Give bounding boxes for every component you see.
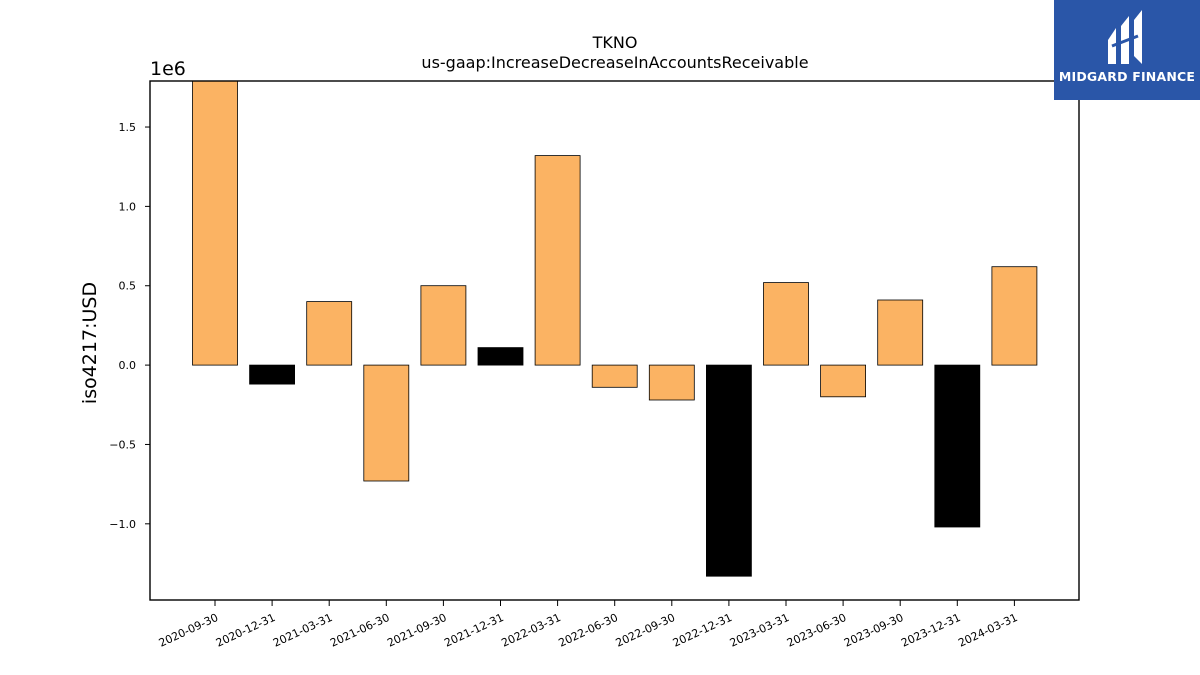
x-tick-label: 2022-03-31 [499,611,562,650]
bar-2023-06-30 [820,364,866,398]
bar-2022-12-31 [706,364,752,577]
y-tick-label: 0.5 [119,280,137,293]
x-tick-label: 2020-12-31 [214,611,277,650]
x-tick-label: 2020-09-30 [157,611,220,650]
y-tick-label: −0.5 [109,438,136,451]
bar-2023-12-31 [934,364,981,528]
y-tick-label: 0.0 [119,359,137,372]
x-tick-label: 2022-09-30 [614,611,677,650]
x-tick-label: 2021-03-31 [271,611,334,650]
x-tick-label: 2021-12-31 [442,611,505,650]
chart-subtitle: us-gaap:IncreaseDecreaseInAccountsReceiv… [421,53,808,72]
plot-frame [149,80,1080,601]
x-tick-label: 2021-09-30 [385,611,448,650]
y-multiplier-label: 1e6 [150,58,186,80]
x-tick-label: 2023-06-30 [785,611,848,650]
x-tick-label: 2024-03-31 [956,611,1019,650]
x-tick-label: 2023-03-31 [728,611,791,650]
logo-mark-icon [1108,10,1142,64]
bar-2024-03-31 [991,266,1038,366]
x-tick-label: 2023-12-31 [899,611,962,650]
bar-2021-12-31 [477,347,524,366]
bar-2022-06-30 [591,364,638,388]
x-tick-label: 2022-06-30 [557,611,620,650]
bar-2022-09-30 [648,364,695,401]
y-tick-label: 1.5 [119,121,137,134]
y-axis-label: iso4217:USD [79,282,101,404]
bar-2021-09-30 [420,285,467,366]
y-tick-label: −1.0 [109,518,136,531]
midgard-finance-logo: MIDGARD FINANCE [1054,0,1200,100]
x-tick-label: 2021-06-30 [328,611,391,650]
logo-text: MIDGARD FINANCE [1058,69,1196,84]
bar-2023-03-31 [763,282,809,366]
chart-title: TKNO [592,33,638,52]
bar-2022-03-31 [534,155,581,366]
y-tick-label: 1.0 [119,200,137,213]
bar-2020-09-30 [192,80,238,366]
bar-2023-09-30 [877,299,924,366]
bar-2021-06-30 [363,364,410,482]
x-tick-label: 2022-12-31 [671,611,734,650]
bar-2021-03-31 [306,301,353,366]
bar-2020-12-31 [249,364,296,385]
x-tick-label: 2023-09-30 [842,611,905,650]
